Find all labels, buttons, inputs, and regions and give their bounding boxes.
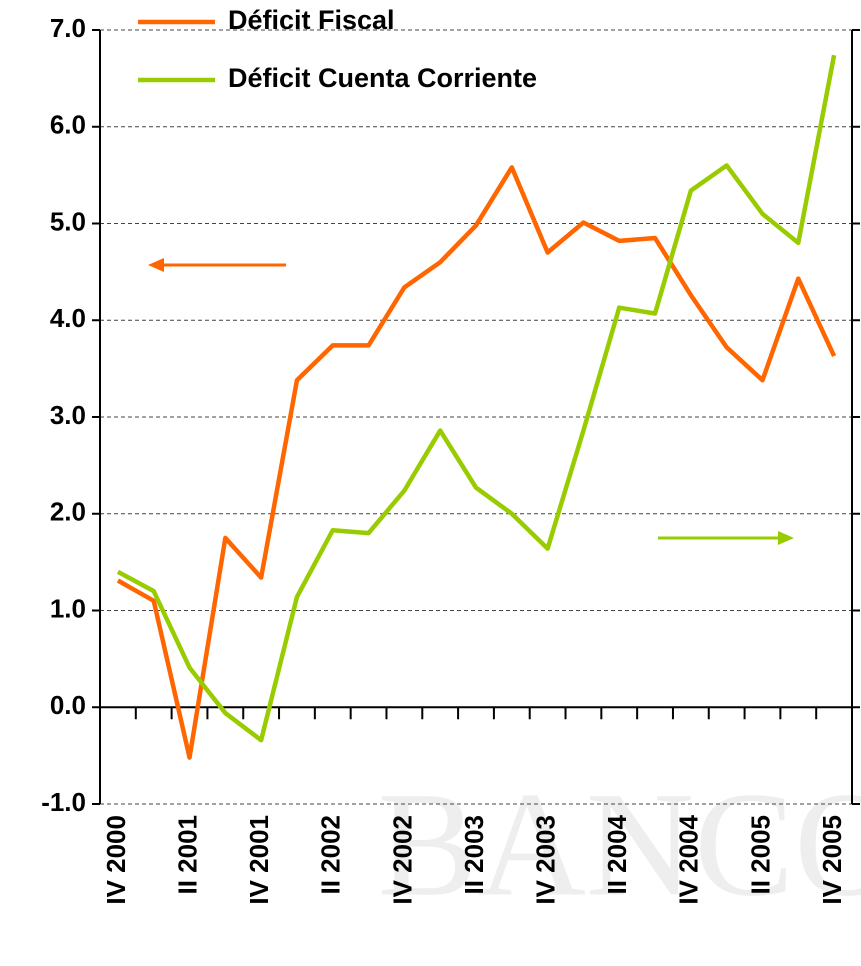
- y-tick-label: -1.0: [41, 787, 86, 817]
- y-tick-label: 7.0: [50, 13, 86, 43]
- x-tick-label: II 2005: [745, 815, 775, 895]
- legend-label: Déficit Cuenta Corriente: [228, 63, 537, 93]
- x-tick-label: IV 2002: [387, 815, 417, 905]
- arrowhead-left: [148, 258, 164, 272]
- y-tick-label: 4.0: [50, 303, 86, 333]
- y-tick-label: 3.0: [50, 400, 86, 430]
- y-tick-label: 2.0: [50, 497, 86, 527]
- y-tick-label: 0.0: [50, 690, 86, 720]
- series-line: [116, 54, 837, 743]
- x-tick-label: II 2003: [459, 815, 489, 895]
- watermark: BANCO: [377, 761, 861, 927]
- x-tick-label: IV 2005: [817, 815, 847, 905]
- y-tick-label: 6.0: [50, 110, 86, 140]
- legend-label: Déficit Fiscal: [228, 5, 395, 35]
- arrowhead-right: [778, 531, 794, 545]
- x-tick-label: IV 2001: [244, 815, 274, 905]
- x-tick-label: II 2002: [316, 815, 346, 895]
- x-tick-label: IV 2003: [530, 815, 560, 905]
- x-tick-label: IV 2000: [101, 815, 131, 905]
- x-tick-label: II 2004: [602, 814, 632, 894]
- x-tick-label: II 2001: [172, 815, 202, 895]
- arrows: [148, 258, 794, 545]
- y-tick-label: 1.0: [50, 593, 86, 623]
- x-tick-label: IV 2004: [674, 814, 704, 904]
- series-line: [116, 165, 837, 760]
- y-tick-label: 5.0: [50, 206, 86, 236]
